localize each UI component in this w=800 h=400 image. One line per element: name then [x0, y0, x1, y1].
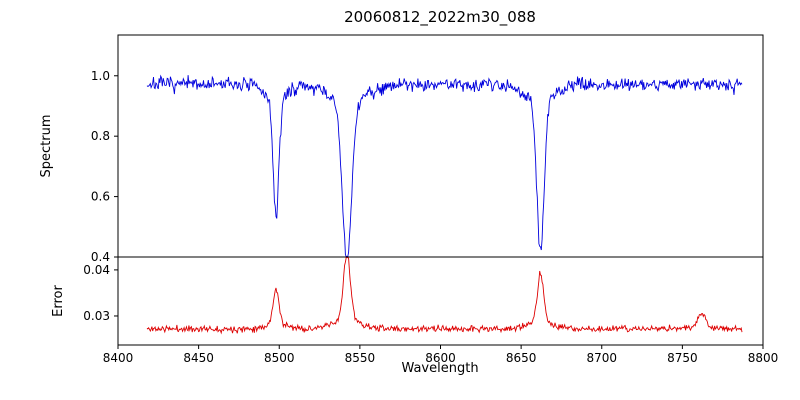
x-tick-label: 8650 [506, 351, 537, 365]
x-tick-label: 8500 [264, 351, 295, 365]
y-tick-label: 0.8 [91, 129, 110, 143]
error-line [146, 257, 743, 335]
y-tick-label: 0.6 [91, 190, 110, 204]
spectrum-line [146, 74, 743, 257]
x-tick-label: 8400 [103, 351, 134, 365]
y-tick-label: 0.4 [91, 250, 110, 264]
x-tick-label: 8700 [586, 351, 617, 365]
y-tick-label: 0.04 [83, 263, 110, 277]
series-group [146, 74, 743, 335]
x-tick-label: 8600 [425, 351, 456, 365]
y-tick-label: 1.0 [91, 69, 110, 83]
y-axis-label-spectrum: Spectrum [39, 115, 54, 178]
x-tick-label: 8750 [667, 351, 698, 365]
ticks-group: 8400 8450 8500 8550 8600 8650 8700 8750 88000.40… [83, 69, 778, 365]
x-tick-label: 8800 [748, 351, 779, 365]
panel-frame-error [117, 256, 764, 346]
y-axis-label-error: Error [51, 285, 66, 317]
x-axis-label: Wavelength [401, 361, 478, 376]
chart-title: 20060812_2022m30_088 [344, 8, 536, 27]
x-tick-label: 8550 [345, 351, 376, 365]
panel-frame-spectrum [117, 34, 764, 258]
x-tick-label: 8450 [183, 351, 214, 365]
y-tick-label: 0.03 [83, 309, 110, 323]
